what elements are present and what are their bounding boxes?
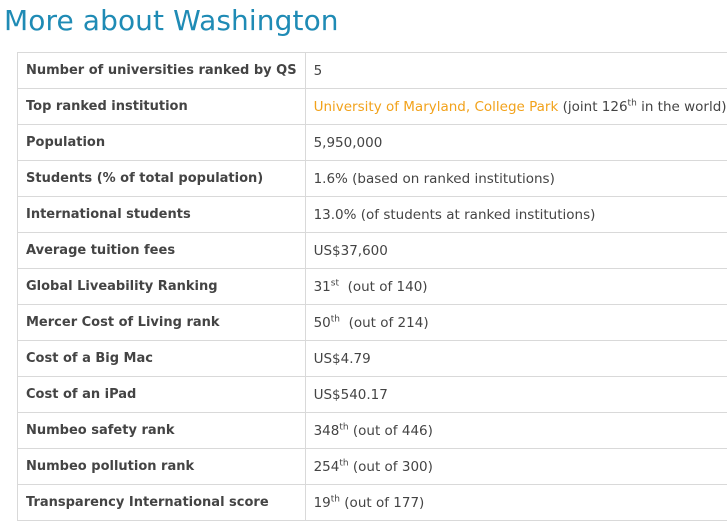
row-label: International students <box>17 196 306 233</box>
row-value: 31st (out of 140) <box>304 268 727 305</box>
table-row: Population 5,950,000 <box>17 124 727 161</box>
row-label: Population <box>17 124 306 161</box>
table-row: Number of universities ranked by QS 5 <box>17 52 727 89</box>
row-value: 5,950,000 <box>304 124 727 161</box>
row-value: US$540.17 <box>304 376 727 413</box>
rank-number: 19 <box>313 494 331 511</box>
table-row: International students 13.0% (of student… <box>17 196 727 233</box>
page-title: More about Washington <box>4 4 339 37</box>
table-row: Mercer Cost of Living rank 50th (out of … <box>17 304 727 341</box>
row-label: Transparency International score <box>17 484 306 521</box>
rank-number: 254 <box>313 458 340 475</box>
row-label: Numbeo safety rank <box>17 412 306 449</box>
table-row: Cost of a Big Mac US$4.79 <box>17 340 727 377</box>
row-value: US$37,600 <box>304 232 727 269</box>
rank-suffix: th <box>627 98 637 108</box>
rank-context: (out of 300) <box>348 458 433 475</box>
row-label: Students (% of total population) <box>17 160 306 197</box>
row-label: Cost of an iPad <box>17 376 306 413</box>
rank-context: (out of 446) <box>348 422 433 439</box>
table-row: Numbeo safety rank 348th (out of 446) <box>17 412 727 449</box>
table-row: Average tuition fees US$37,600 <box>17 232 727 269</box>
rank-number: 31 <box>313 278 331 295</box>
row-value: 254th (out of 300) <box>304 448 727 485</box>
row-value: University of Maryland, College Park (jo… <box>304 88 727 125</box>
row-label: Global Liveability Ranking <box>17 268 306 305</box>
row-label: Top ranked institution <box>17 88 306 125</box>
rank-context: (out of 214) <box>340 314 429 331</box>
row-value: 50th (out of 214) <box>304 304 727 341</box>
row-value: US$4.79 <box>304 340 727 377</box>
row-value: 19th (out of 177) <box>304 484 727 521</box>
row-value: 13.0% (of students at ranked institution… <box>304 196 727 233</box>
rank-suffix: th <box>339 422 349 432</box>
rank-context: in the world) <box>636 98 727 115</box>
rank-context: (out of 140) <box>338 278 428 295</box>
table-row: Cost of an iPad US$540.17 <box>17 376 727 413</box>
rank-suffix: th <box>339 458 349 468</box>
table-row: Global Liveability Ranking 31st (out of … <box>17 268 727 305</box>
row-label: Cost of a Big Mac <box>17 340 306 377</box>
row-value: 348th (out of 446) <box>304 412 727 449</box>
table-row: Students (% of total population) 1.6% (b… <box>17 160 727 197</box>
rank-number: 348 <box>313 422 340 439</box>
table-row: Transparency International score 19th (o… <box>17 484 727 521</box>
rank-context: (out of 177) <box>340 494 425 511</box>
table-row: Top ranked institution University of Mar… <box>17 88 727 125</box>
table-row: Numbeo pollution rank 254th (out of 300) <box>17 448 727 485</box>
row-label: Number of universities ranked by QS <box>17 52 306 89</box>
city-facts-table: Number of universities ranked by QS 5 To… <box>17 52 727 521</box>
rank-number: (joint 126 <box>558 98 628 115</box>
rank-suffix: st <box>330 278 339 288</box>
row-label: Mercer Cost of Living rank <box>17 304 306 341</box>
rank-number: 50 <box>313 314 331 331</box>
row-value: 5 <box>304 52 727 89</box>
row-label: Average tuition fees <box>17 232 306 269</box>
rank-suffix: th <box>330 494 340 504</box>
rank-suffix: th <box>330 314 340 324</box>
row-value: 1.6% (based on ranked institutions) <box>304 160 727 197</box>
institution-link[interactable]: University of Maryland, College Park <box>313 98 559 115</box>
row-label: Numbeo pollution rank <box>17 448 306 485</box>
